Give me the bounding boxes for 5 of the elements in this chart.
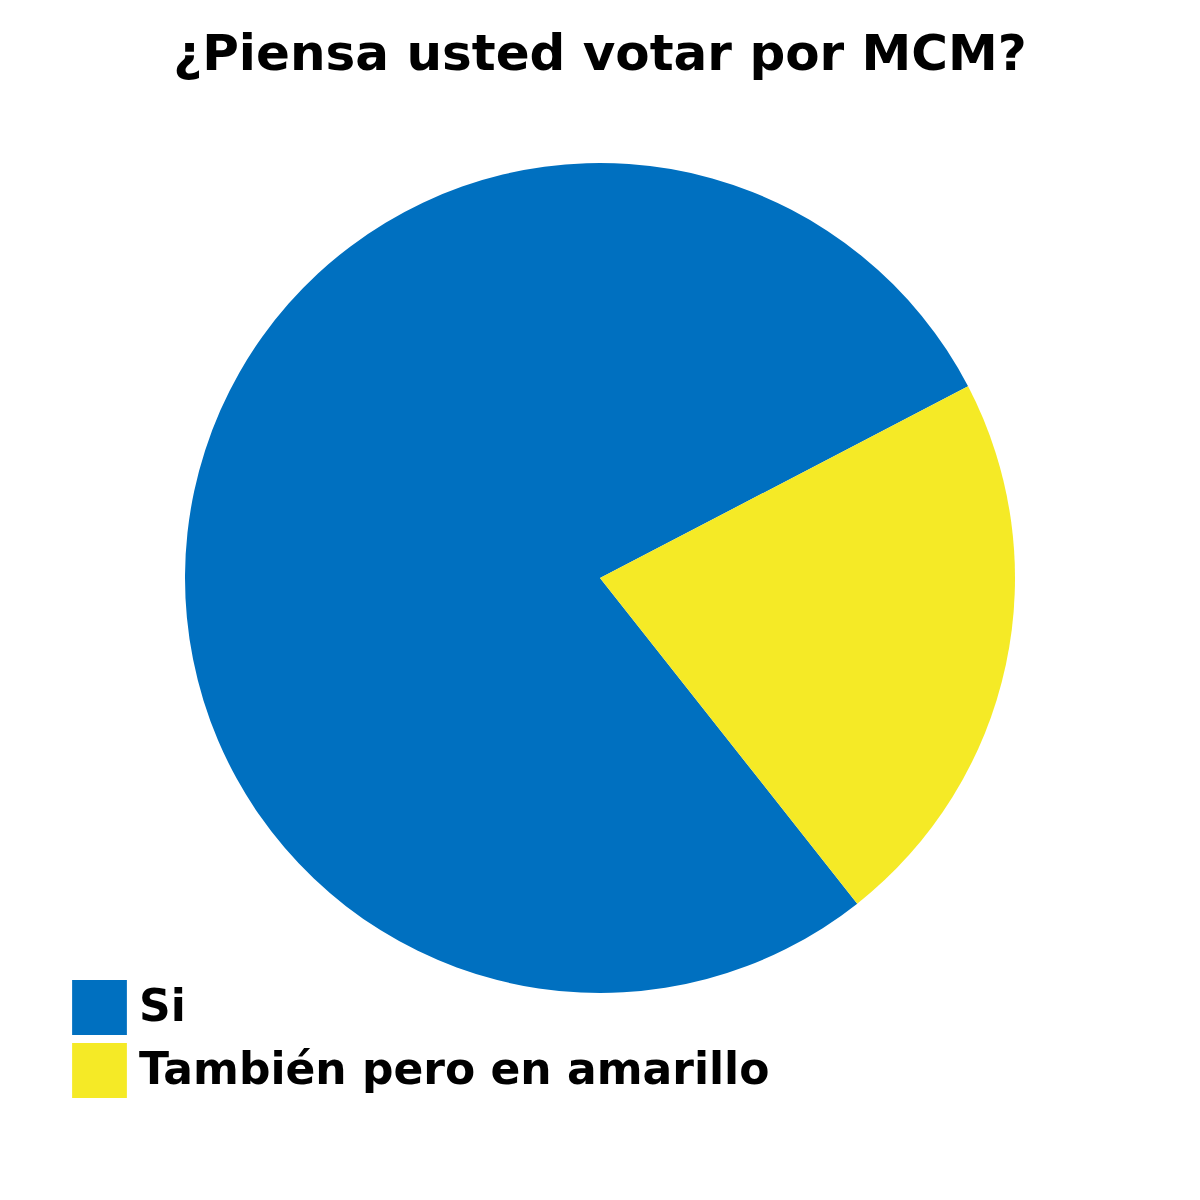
- chart-title: ¿Piensa usted votar por MCM?: [173, 24, 1027, 82]
- legend-label: También pero en amarillo: [139, 1042, 770, 1094]
- pie-slice: [185, 163, 969, 993]
- pie-slice: [600, 386, 1015, 904]
- legend-label: Si: [139, 979, 186, 1031]
